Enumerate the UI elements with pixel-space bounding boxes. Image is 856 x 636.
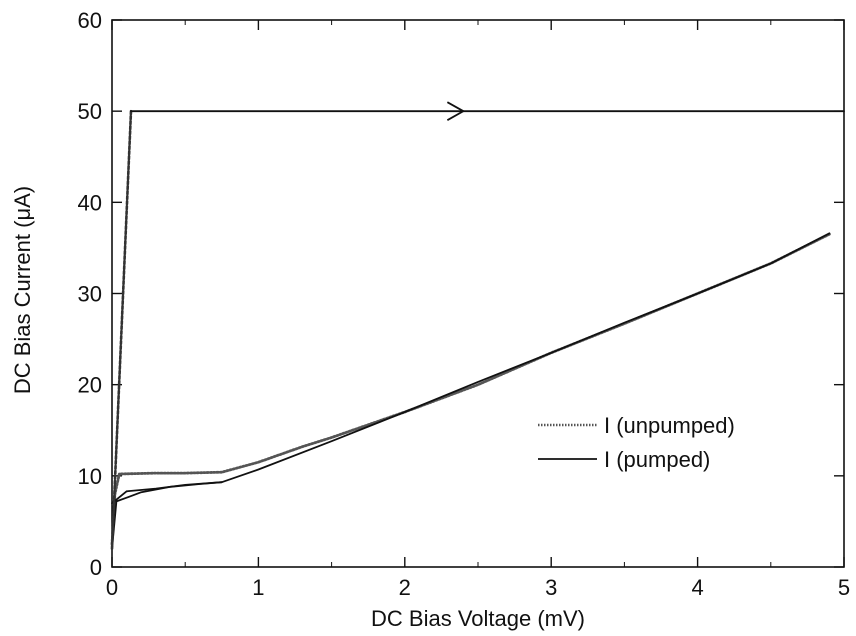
- y-tick-label: 40: [78, 190, 102, 215]
- series-line-pumped: [111, 232, 831, 550]
- legend: I (unpumped) I (pumped): [538, 413, 735, 472]
- plot-frame: [111, 19, 845, 568]
- direction-arrow-icon: [446, 101, 466, 121]
- x-tick-label: 5: [838, 575, 850, 600]
- plot-border: [111, 19, 845, 568]
- series-line-3: [110, 109, 133, 551]
- legend-label-pumped: I (pumped): [604, 447, 710, 472]
- y-tick-label: 30: [78, 282, 102, 307]
- series-layer: [110, 109, 845, 551]
- x-tick-label: 2: [399, 575, 411, 600]
- y-tick-label: 20: [78, 373, 102, 398]
- y-tick-label: 0: [90, 555, 102, 580]
- y-tick-label: 10: [78, 464, 102, 489]
- series-line-unpumped: [110, 232, 831, 546]
- y-tick-label: 50: [78, 99, 102, 124]
- annotation-layer: [446, 101, 466, 121]
- x-axis-label: DC Bias Voltage (mV): [371, 606, 585, 631]
- x-tick-label: 0: [106, 575, 118, 600]
- series-line-2: [111, 481, 223, 505]
- x-tick-label: 3: [545, 575, 557, 600]
- x-tick-label: 1: [252, 575, 264, 600]
- legend-label-unpumped: I (unpumped): [604, 413, 735, 438]
- y-axis-label: DC Bias Current (μA): [10, 186, 35, 394]
- axis-ticks: [111, 19, 845, 568]
- y-tick-label: 60: [78, 8, 102, 33]
- x-tick-label: 4: [691, 575, 703, 600]
